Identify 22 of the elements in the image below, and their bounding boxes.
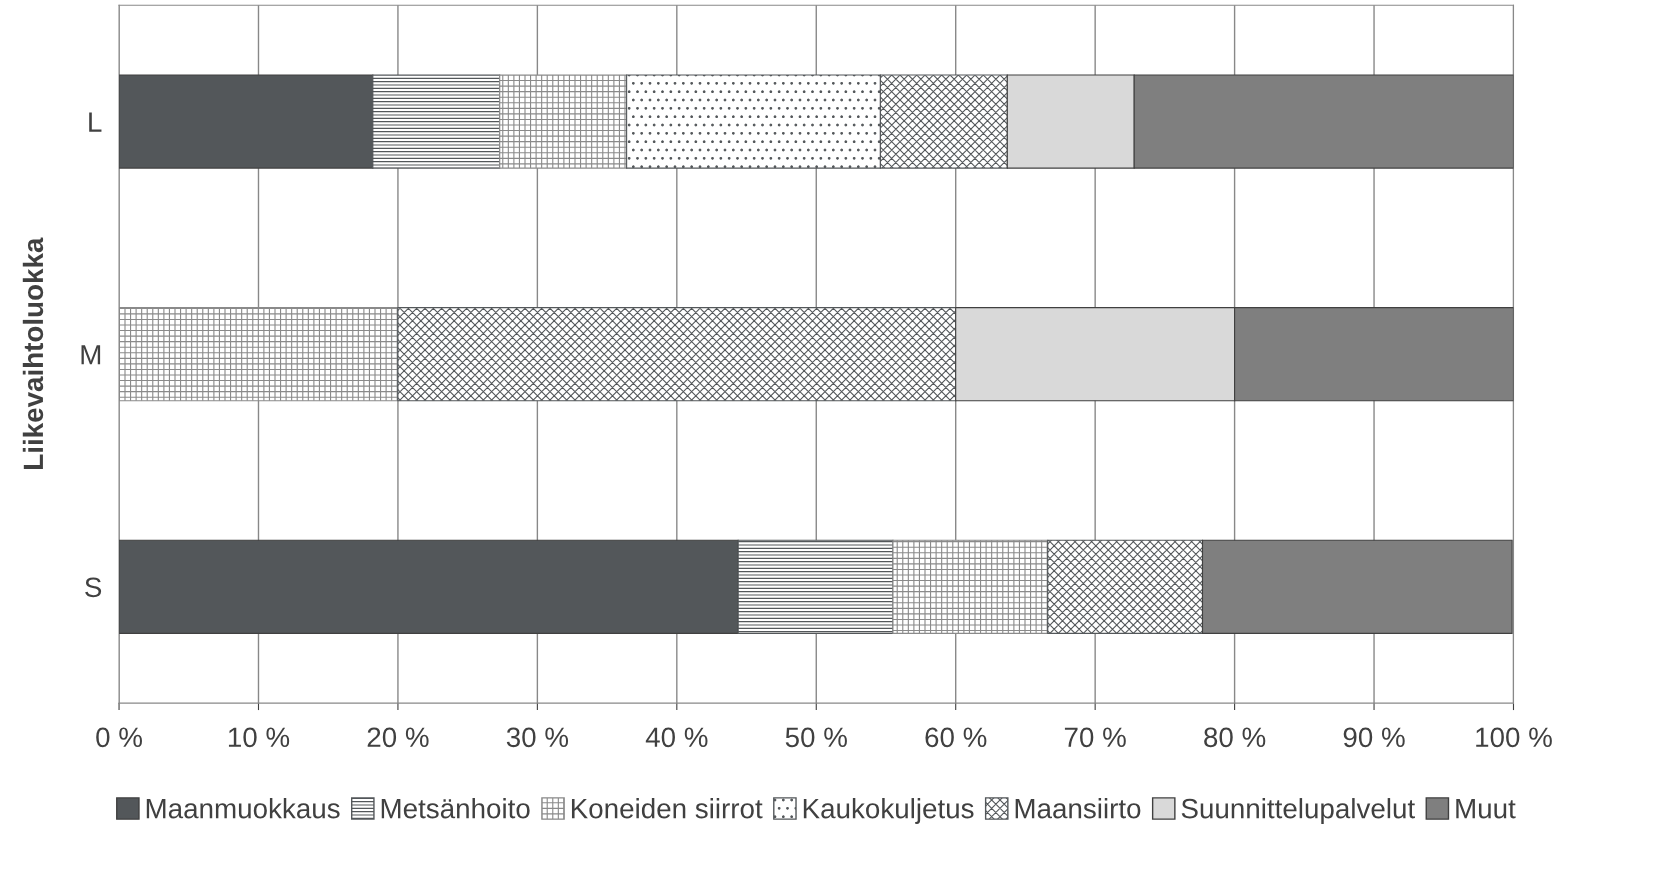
legend-label: Koneiden siirrot xyxy=(571,798,763,819)
y-tick-label: L xyxy=(89,112,102,132)
legend-label: Kaukokuljetus xyxy=(803,798,974,824)
x-tick-label: 20 % xyxy=(367,727,429,748)
legend-label: Muut xyxy=(1456,799,1516,819)
y-tick-label: M xyxy=(81,345,101,365)
x-tick-label: 30 % xyxy=(506,727,569,748)
y-tick-label: S xyxy=(85,577,102,598)
legend-label: Maansiirto xyxy=(1015,798,1141,819)
x-tick-label: 90 % xyxy=(1343,727,1405,748)
x-tick-label: 100 % xyxy=(1476,727,1552,748)
x-tick-label: 70 % xyxy=(1064,727,1126,748)
x-tick-label: 40 % xyxy=(645,727,708,748)
x-tick-label: 50 % xyxy=(785,727,847,748)
x-tick-label: 60 % xyxy=(925,727,987,748)
x-tick-label: 80 % xyxy=(1204,727,1266,748)
legend-label: Suunnittelupalvelut xyxy=(1181,798,1415,824)
legend-label: Metsänhoito xyxy=(381,798,530,819)
x-tick-label: 0 % xyxy=(96,727,142,748)
legend-label: Maanmuokkaus xyxy=(146,798,340,819)
x-tick-label: 10 % xyxy=(228,727,290,748)
y-axis-title: Liikevaihtoluokka xyxy=(22,237,44,469)
